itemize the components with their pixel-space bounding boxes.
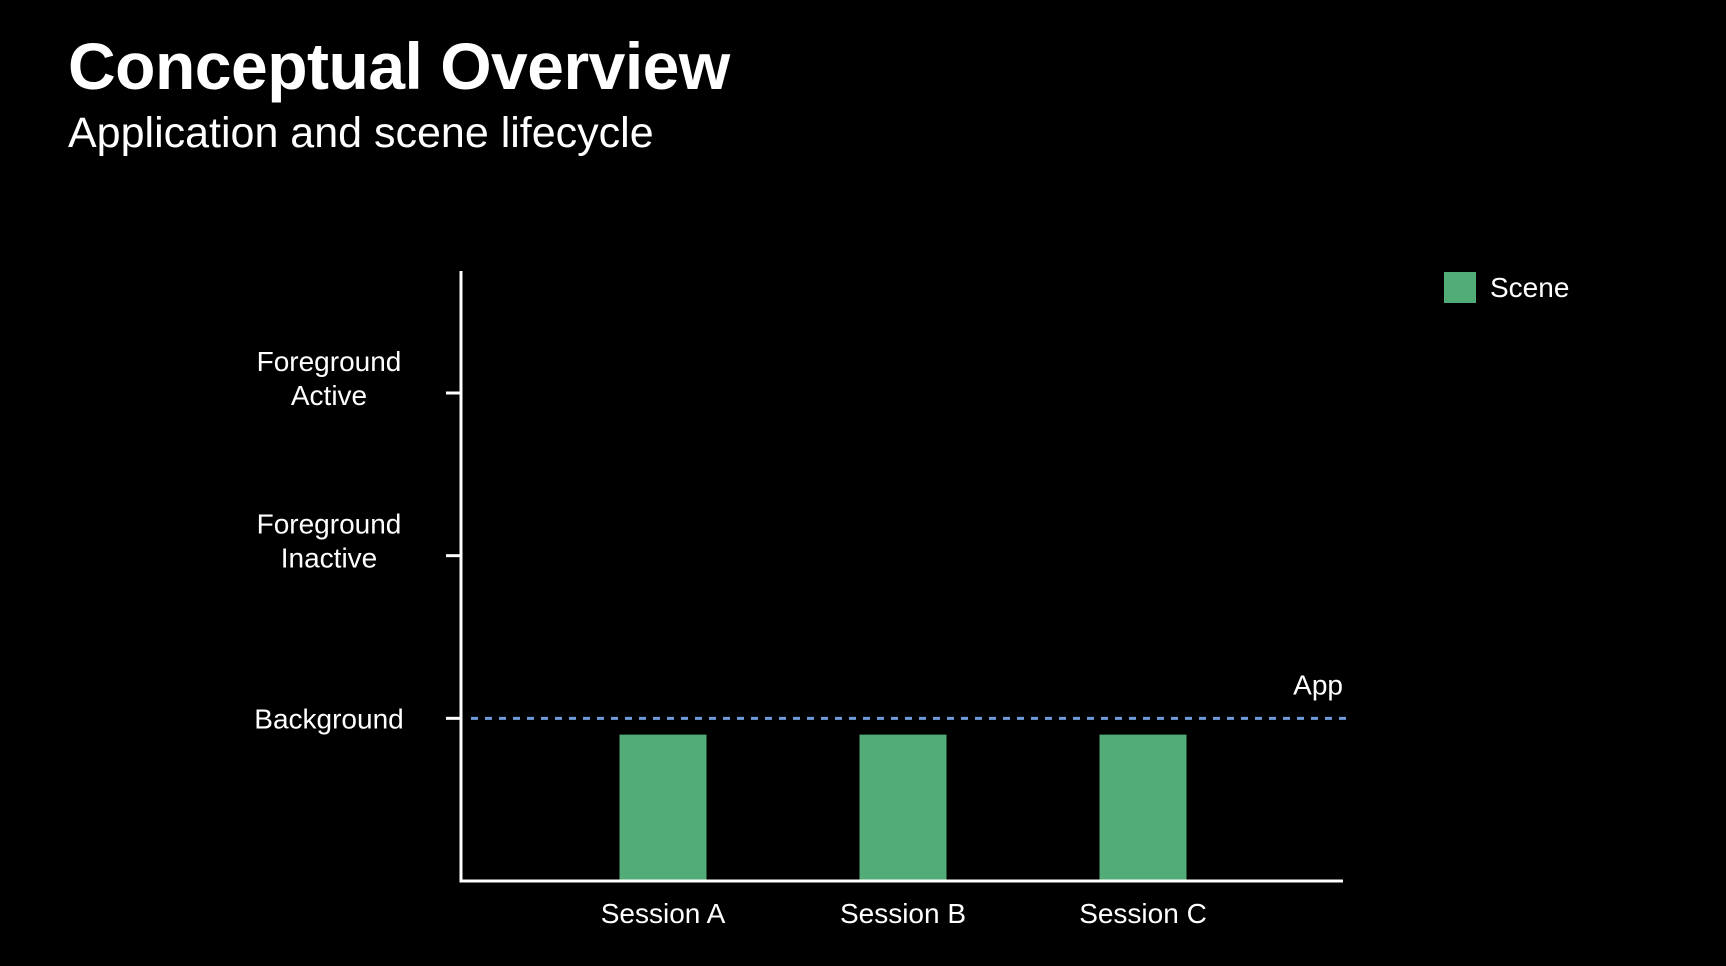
y-tick-label-0: Background	[254, 703, 403, 734]
bar-session-c	[1099, 734, 1187, 880]
x-tick-label-1: Session B	[840, 898, 966, 929]
bar-session-b	[859, 734, 947, 880]
page-subtitle: Application and scene lifecycle	[68, 109, 654, 157]
page-title: Conceptual Overview	[68, 29, 730, 103]
x-tick-label-2: Session C	[1079, 898, 1207, 929]
x-tick-label-0: Session A	[601, 898, 726, 929]
app-reference-label: App	[1293, 669, 1343, 700]
legend-swatch-scene	[1444, 272, 1476, 303]
y-tick-label-2: Foreground Active	[257, 346, 402, 411]
y-tick-label-1: Foreground Inactive	[257, 509, 402, 574]
legend-label-scene: Scene	[1490, 272, 1569, 303]
bar-session-a	[619, 734, 707, 880]
